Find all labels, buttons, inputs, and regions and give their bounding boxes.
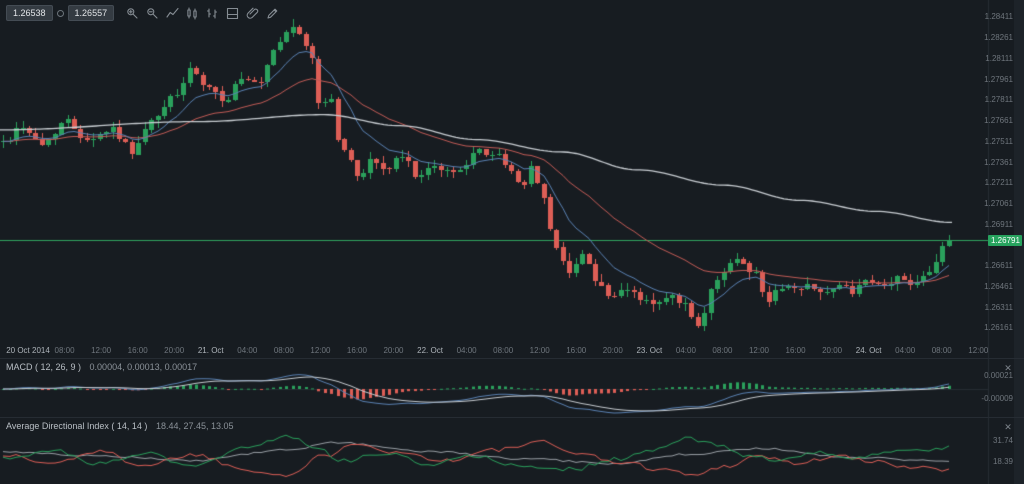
current-price-tag: 1.26791 [988,235,1022,247]
macd-title-text: MACD ( 12, 26, 9 ) [6,362,82,372]
time-axis-label: 08:00 [493,346,514,355]
time-axis-label: 16:00 [346,346,367,355]
price-axis-label: 1.28111 [985,53,1013,63]
time-axis-label: 12:00 [529,346,550,355]
time-axis-label: 16:00 [127,346,148,355]
price-axis-label: 1.26161 [984,323,1013,333]
time-axis-label: 08:00 [54,346,75,355]
panel-separator [0,358,1024,359]
toolbar-icons [124,5,281,21]
time-axis-label: 04:00 [895,346,916,355]
line-chart-button[interactable] [164,5,181,21]
time-axis-label: 08:00 [931,346,952,355]
macd-axis-label: 0.00021 [984,371,1013,380]
time-axis-label: 08:00 [273,346,294,355]
time-axis-label: 04:00 [456,346,477,355]
price-axis-label: 1.27661 [984,116,1013,126]
macd-panel-title: MACD ( 12, 26, 9 ) 0.00004, 0.00013, 0.0… [6,362,197,372]
attach-button[interactable] [244,5,261,21]
panel-separator [0,417,1024,418]
price-axis[interactable]: 1.28411 1.28261 1.28111 1.27961 1.27811 1.276… [984,0,1024,344]
buy-price-button[interactable]: 1.26557 [67,5,115,21]
time-axis-date-label: 22. Oct [417,346,443,355]
attach-icon [246,7,259,19]
time-axis-label: 12:00 [91,346,112,355]
price-axis-label: 1.27211 [984,178,1013,188]
price-axis-label: 1.26461 [984,281,1013,291]
time-axis[interactable]: 20 Oct 2014 08:00 12:00 16:00 20:00 21. Oct 04… [0,343,988,358]
draw-button[interactable] [264,5,281,21]
candlestick-chart-button[interactable] [184,5,201,21]
zoom-in-icon [127,7,138,19]
macd-axis-label: -0.00009 [981,394,1013,403]
price-axis-label: 1.26911 [984,219,1013,229]
chart-layout-icon [227,7,239,19]
zoom-in-button[interactable] [124,5,141,21]
time-axis-label: 12:00 [310,346,331,355]
time-axis-label: 20:00 [383,346,404,355]
price-axis-label: 1.28411 [984,12,1013,22]
symbol-status-icon [56,9,64,17]
price-axis-label: 1.26611 [984,261,1013,271]
adx-close-button[interactable]: ✕ [1001,422,1015,434]
adx-panel-title: Average Directional Index ( 14, 14 ) 18.… [6,421,234,431]
time-axis-label: 12:00 [968,346,989,355]
price-axis-label: 1.27811 [984,95,1013,105]
macd-values-text: 0.00004, 0.00013, 0.00017 [89,362,198,372]
bar-chart-icon [207,7,218,19]
zoom-out-icon [147,7,158,19]
time-axis-label: 08:00 [712,346,733,355]
price-axis-label: 1.26311 [984,302,1013,312]
chart-layout-button[interactable] [224,5,241,21]
time-axis-date-label: 21. Oct [197,346,224,355]
time-axis-label: 20:00 [164,346,185,355]
price-axis-label: 1.27061 [984,198,1013,208]
price-axis-label: 1.27511 [984,136,1013,146]
time-axis-label: 16:00 [785,346,806,355]
time-axis-label: 20:00 [822,346,843,355]
adx-axis-label: 18.39 [992,457,1013,466]
time-axis-label: 04:00 [237,346,258,355]
time-axis-label: 04:00 [675,346,696,355]
time-axis-label: 20:00 [602,346,623,355]
draw-icon [267,8,278,19]
time-axis-date-label: 24. Oct [855,346,882,355]
time-axis-label: 12:00 [748,346,770,355]
adx-title-text: Average Directional Index ( 14, 14 ) [6,421,148,431]
zoom-out-button[interactable] [144,5,161,21]
price-axis-label: 1.27361 [984,157,1013,167]
macd-close-button[interactable]: ✕ [1001,363,1015,375]
time-axis-date-label: 20 Oct 2014 [6,346,50,355]
bar-chart-button[interactable] [204,5,221,21]
price-axis-label: 1.28261 [984,33,1013,43]
time-axis-label: 16:00 [566,346,587,355]
price-axis-label: 1.27961 [984,74,1013,84]
adx-values-text: 18.44, 27.45, 13.05 [155,421,234,431]
time-axis-date-label: 23. Oct [636,346,663,355]
candlestick-chart-icon [187,6,197,20]
line-chart-icon [166,7,179,18]
chart-toolbar: 1.26538 1.26557 [6,5,281,21]
adx-axis-label: 31.74 [992,436,1013,445]
sell-price-button[interactable]: 1.26538 [6,5,53,21]
